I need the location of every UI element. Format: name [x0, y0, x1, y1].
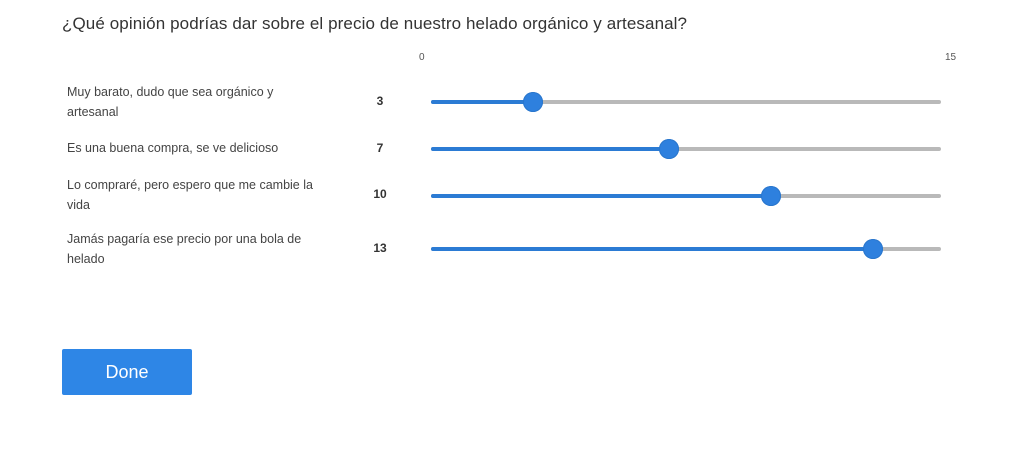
slider-track[interactable] — [431, 186, 941, 206]
slider-row-label: Es una buena compra, se ve delicioso — [67, 141, 279, 155]
slider-thumb[interactable] — [523, 92, 543, 112]
slider-row-value: 13 — [373, 241, 387, 255]
slider-fill — [431, 147, 669, 151]
slider-thumb[interactable] — [761, 186, 781, 206]
slider-row-label: Jamás pagaría ese precio por una bola de… — [67, 232, 302, 266]
slider-thumb[interactable] — [659, 139, 679, 159]
slider-track[interactable] — [431, 139, 941, 159]
question-title: ¿Qué opinión podrías dar sobre el precio… — [62, 14, 688, 33]
scale-min-label: 0 — [419, 52, 425, 63]
slider-row-label: Muy barato, dudo que sea orgánico y arte… — [67, 85, 274, 119]
slider-row-label: Lo compraré, pero espero que me cambie l… — [67, 178, 313, 212]
slider-track[interactable] — [431, 239, 941, 259]
scale-max-label: 15 — [945, 52, 957, 63]
slider-row-value: 10 — [373, 187, 387, 201]
slider-track[interactable] — [431, 92, 941, 112]
slider-fill — [431, 247, 873, 251]
done-button[interactable]: Done — [62, 349, 192, 395]
slider-row-value: 3 — [376, 94, 384, 108]
slider-fill — [431, 194, 771, 198]
slider-thumb[interactable] — [863, 239, 883, 259]
slider-fill — [431, 100, 533, 104]
slider-row-value: 7 — [376, 141, 384, 155]
